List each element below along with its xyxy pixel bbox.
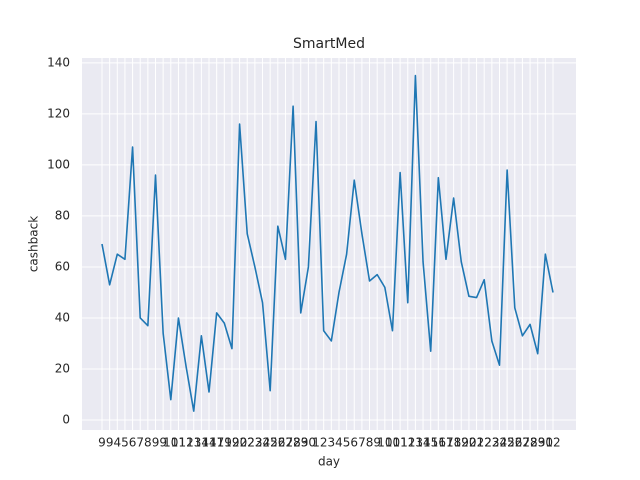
x-tick-label: 12	[178, 436, 193, 450]
x-axis-label: day	[318, 455, 340, 469]
x-tick-label: 25	[499, 436, 514, 450]
x-tick-label: 8	[144, 436, 152, 450]
x-tick-label: 22	[477, 436, 492, 450]
x-tick-label: 17	[438, 436, 453, 450]
x-tick-label: 11	[171, 436, 186, 450]
x-tick-label: 6	[350, 436, 358, 450]
x-tick-label: 25	[263, 436, 278, 450]
x-tick-label: 9	[98, 436, 106, 450]
x-tick-label: 11	[392, 436, 407, 450]
x-tick-label: 17	[209, 436, 224, 450]
x-tick-label: 9	[373, 436, 381, 450]
x-tick-label: 29	[530, 436, 545, 450]
x-tick-label: 4	[113, 436, 121, 450]
x-tick-label: 20	[461, 436, 476, 450]
y-axis-label: cashback	[27, 216, 41, 272]
y-tick-label: 20	[55, 362, 70, 376]
y-tick-label: 60	[55, 259, 70, 273]
x-tick-label: 30	[538, 436, 553, 450]
x-tick-label: 27	[515, 436, 530, 450]
x-tick-label: 19	[454, 436, 469, 450]
x-tick-label: 19	[217, 436, 232, 450]
x-tick-label: 10	[163, 436, 178, 450]
x-tick-label: 4	[335, 436, 343, 450]
x-tick-label: 5	[121, 436, 129, 450]
x-tick-label: 8	[366, 436, 374, 450]
y-tick-label: 80	[55, 208, 70, 222]
x-tick-label: 30	[301, 436, 316, 450]
x-tick-label: 1	[312, 436, 320, 450]
y-tick-label: 100	[47, 157, 70, 171]
y-tick-label: 0	[62, 413, 70, 427]
plot-area	[82, 58, 576, 430]
x-tick-label: 15	[423, 436, 438, 450]
x-tick-label: 21	[469, 436, 484, 450]
x-tick-label: 12	[545, 436, 560, 450]
x-tick-label: 29	[293, 436, 308, 450]
x-tick-label: 24	[255, 436, 270, 450]
x-tick-label: 28	[522, 436, 537, 450]
y-tick-label: 140	[47, 55, 70, 69]
x-tick-label: 24	[492, 436, 507, 450]
x-tick-label: 23	[484, 436, 499, 450]
y-tick-label: 120	[47, 106, 70, 120]
x-tick-label: 13	[408, 436, 423, 450]
x-tick-label: 12	[400, 436, 415, 450]
x-tick-label: 6	[129, 436, 137, 450]
x-tick-label: 10	[377, 436, 392, 450]
x-tick-label: 7	[136, 436, 144, 450]
x-tick-label: 2	[320, 436, 328, 450]
x-tick-label: 13	[186, 436, 201, 450]
x-tick-label: 5	[343, 436, 351, 450]
x-tick-label: 9	[152, 436, 160, 450]
x-tick-label: 26	[507, 436, 522, 450]
x-tick-label: 18	[446, 436, 461, 450]
y-tick-label: 40	[55, 310, 70, 324]
x-tick-label: 22	[240, 436, 255, 450]
x-tick-label: 26	[270, 436, 285, 450]
x-tick-label: 28	[285, 436, 300, 450]
x-tick-label: 9	[159, 436, 167, 450]
x-tick-label: 10	[385, 436, 400, 450]
x-tick-label: 20	[232, 436, 247, 450]
line-series	[101, 74, 554, 412]
x-tick-label: 14	[415, 436, 430, 450]
x-tick-label: 19	[224, 436, 239, 450]
x-tick-label: 14	[194, 436, 209, 450]
x-tick-label: 14	[201, 436, 216, 450]
x-tick-label: 7	[358, 436, 366, 450]
x-tick-label: 16	[431, 436, 446, 450]
x-tick-label: 9	[106, 436, 114, 450]
x-tick-label: 23	[247, 436, 262, 450]
x-tick-label: 3	[328, 436, 336, 450]
x-tick-label: 27	[278, 436, 293, 450]
chart-title: SmartMed	[293, 36, 365, 52]
